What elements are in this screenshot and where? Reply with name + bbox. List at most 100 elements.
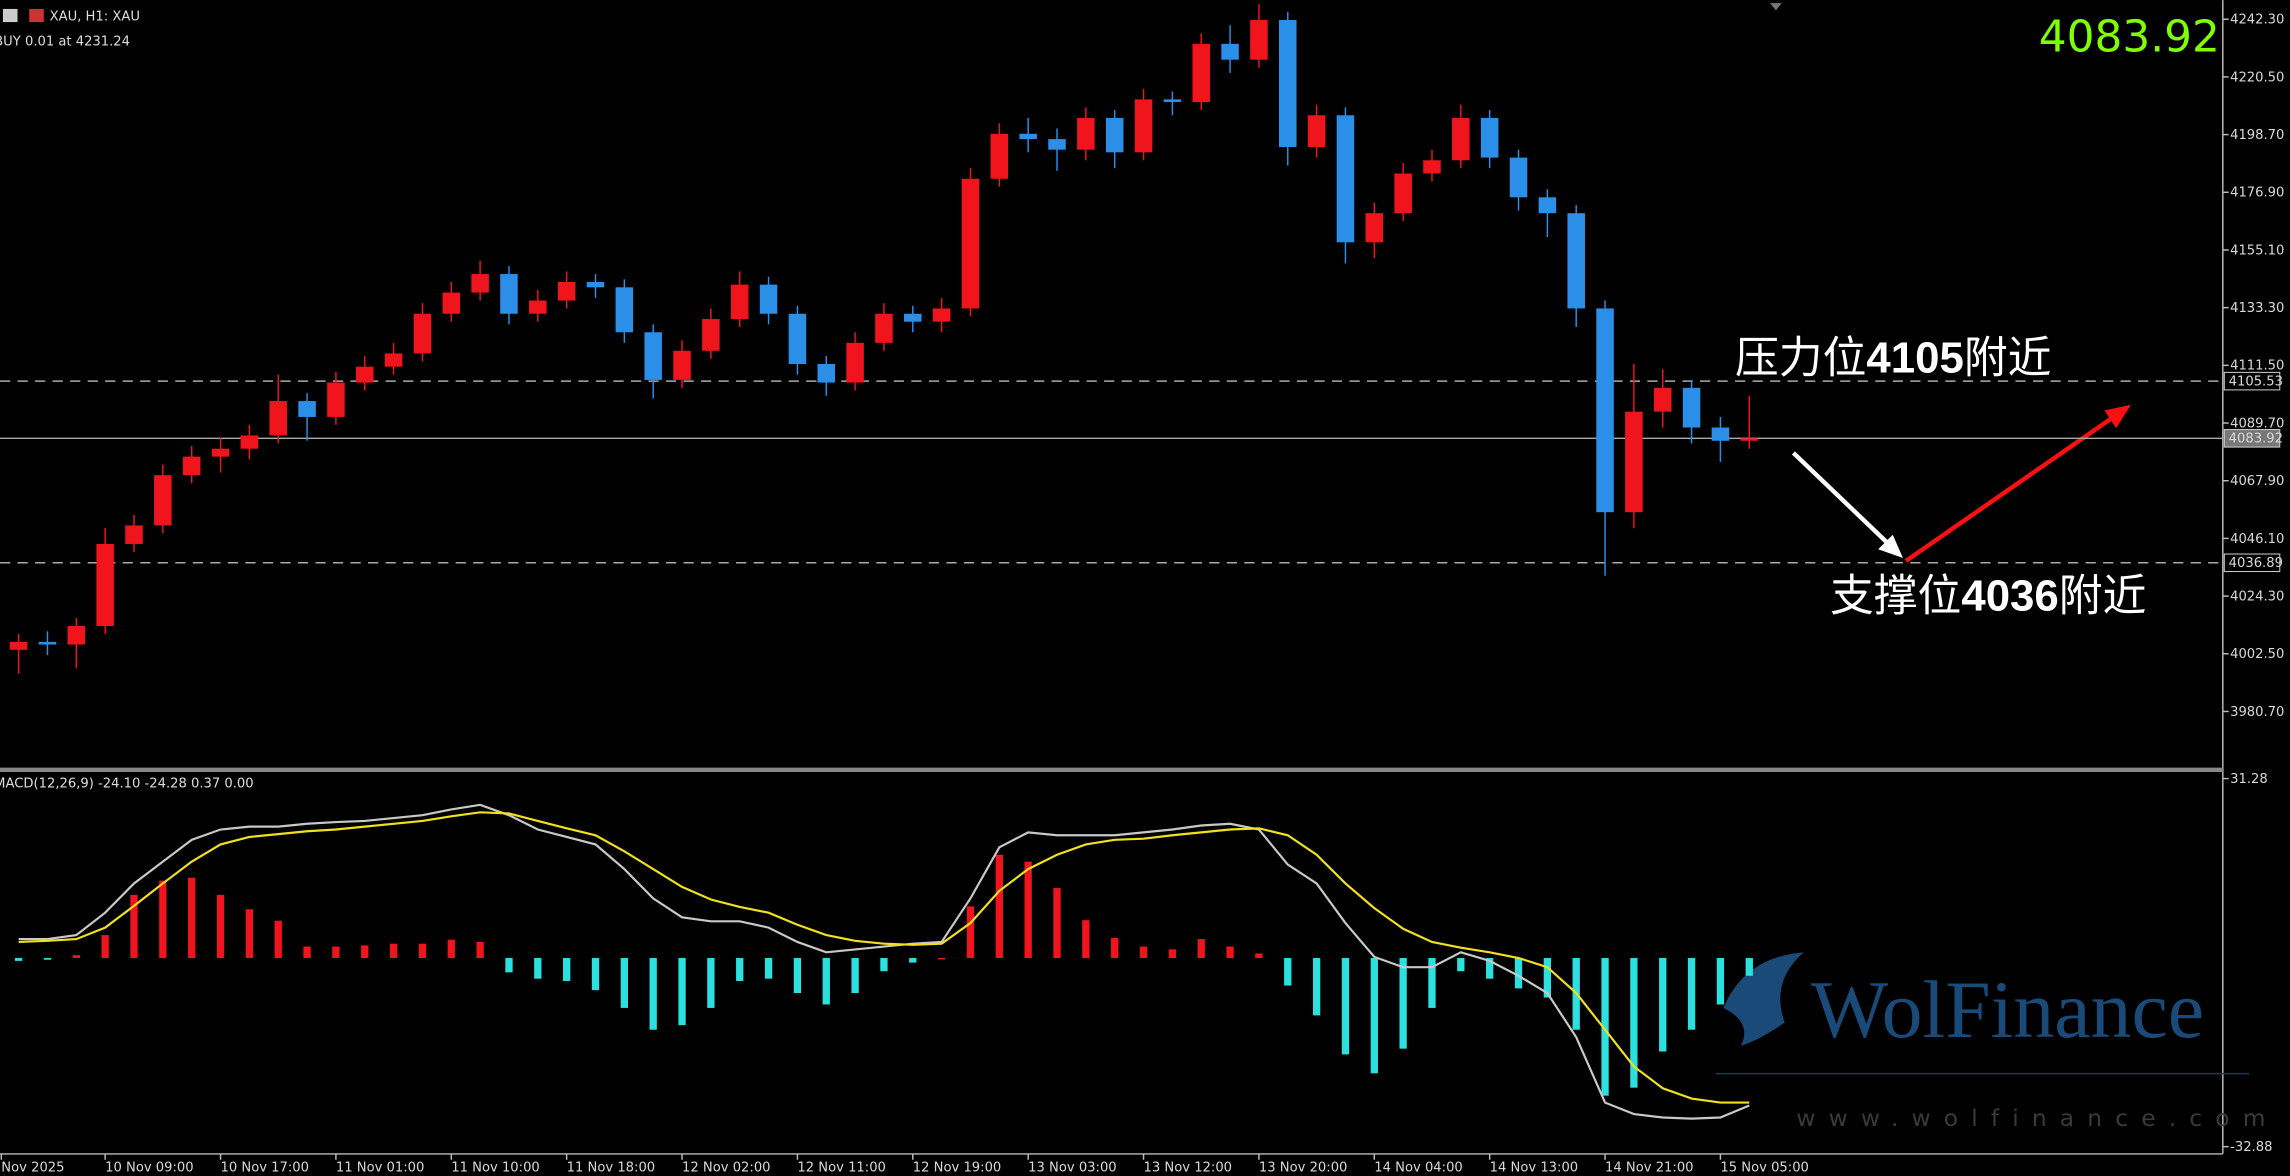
candle-body [67,625,86,645]
symbol-label: XAU, H1: XAU [50,10,140,25]
histogram-bar [418,943,427,959]
histogram-bar [678,958,686,1026]
histogram-bar [505,958,513,973]
histogram-bar [1457,958,1465,972]
candle-body [932,308,951,322]
histogram-bar [966,906,975,959]
macd-line [18,803,1750,1120]
candle-body [1394,173,1412,214]
histogram-bar [563,958,571,981]
histogram-bar [649,958,657,1030]
histogram-bar [1543,958,1552,998]
candle-body [154,475,172,526]
candle-body [96,543,114,626]
y-tick-label: -32.88 [2230,1140,2272,1155]
candle-body [1278,20,1297,148]
x-tick-label: 10 Nov 17:00 [221,1160,309,1175]
histogram-bar [793,958,802,994]
annotation-part: 附近 [2059,573,2147,621]
arrow-up [1904,410,2122,563]
candle-body [1711,427,1730,441]
histogram-bar [534,958,542,979]
histogram-bar [1428,958,1436,1008]
histogram-bar [43,958,52,960]
histogram-bar [1687,958,1696,1030]
candle-body [615,287,634,333]
x-tick-label: 11 Nov 18:00 [567,1160,656,1175]
chart-icon [29,8,44,23]
candle-body [1105,117,1124,153]
annotation-part: 压力位 [1735,335,1866,383]
histogram-bar [736,958,744,981]
histogram-bar [188,877,196,959]
histogram-bar [1486,958,1494,979]
candle-body [1134,99,1153,153]
candle-body [702,319,720,351]
x-tick-label: 13 Nov 20:00 [1259,1160,1348,1175]
histogram-bar [1745,958,1753,976]
x-tick-label: Nov 2025 [1,1160,64,1175]
histogram-bar [1197,939,1205,959]
y-tick-label: 4242.30 [2230,13,2284,28]
annotation-part: 4105 [1866,334,1963,383]
candle-body [644,332,662,380]
x-tick-label: 14 Nov 04:00 [1374,1160,1463,1175]
histogram-bar [216,894,225,959]
y-tick-label: 4089.70 [2230,416,2284,431]
candle-body [1452,117,1470,161]
candle-body [471,274,489,293]
histogram-bar [707,958,715,1008]
watermark-logo [1723,952,1804,1046]
x-tick-label: 12 Nov 02:00 [682,1160,771,1175]
x-tick-label: 12 Nov 11:00 [797,1160,885,1175]
histogram-bar [361,945,369,959]
candle-body [1221,43,1239,60]
x-tick-label: 14 Nov 21:00 [1605,1160,1694,1175]
candle-body [1307,115,1326,148]
histogram-bar [447,939,455,959]
candle-body [1250,20,1268,60]
candle-body [1509,157,1528,198]
x-tick-label: 13 Nov 12:00 [1144,1160,1233,1175]
histogram-bar [389,943,398,959]
arrow-up-head [2104,404,2131,429]
histogram-bar [880,958,888,972]
candle-body [9,641,28,650]
y-tick-label: 4024.30 [2230,589,2284,604]
arrow-down-head [1878,534,1903,559]
y-tick-label: 4176.90 [2230,186,2284,201]
histogram-bar [937,958,946,960]
histogram-bar [332,946,340,959]
histogram-bar [1601,958,1609,1096]
candle-body [327,382,345,417]
last-price: 4083.92 [2039,11,2220,62]
histogram-bar [1312,958,1321,1016]
symbol-icon [2,8,18,23]
candle-body [1567,213,1585,309]
y-tick-label: 4046.10 [2230,532,2284,547]
histogram-bar [1514,958,1523,989]
candle-body [1077,117,1095,150]
histogram-bar [130,894,138,959]
y-tick-label: 4198.70 [2230,128,2284,143]
price-level-box [2223,371,2281,391]
histogram-bar [274,920,282,959]
candle-body [1423,160,1441,174]
annotation: 压力位4105附近 [1735,334,2051,383]
histogram-bar [1226,946,1234,959]
histogram-bar [1082,920,1090,959]
y-tick-label: 4111.50 [2230,359,2284,374]
y-tick-label: 4155.10 [2230,243,2284,258]
candle-body [211,448,230,457]
x-tick-label: 15 Nov 05:00 [1720,1160,1809,1175]
candle-body [817,364,836,383]
histogram-bar [101,935,109,959]
candle-body [182,456,201,476]
x-tick-label: 11 Nov 10:00 [451,1160,539,1175]
candle-body [529,300,547,314]
annotation: 支撑位4036附近 [1830,572,2146,621]
candle-body [673,350,691,380]
histogram-bar [620,958,628,1008]
